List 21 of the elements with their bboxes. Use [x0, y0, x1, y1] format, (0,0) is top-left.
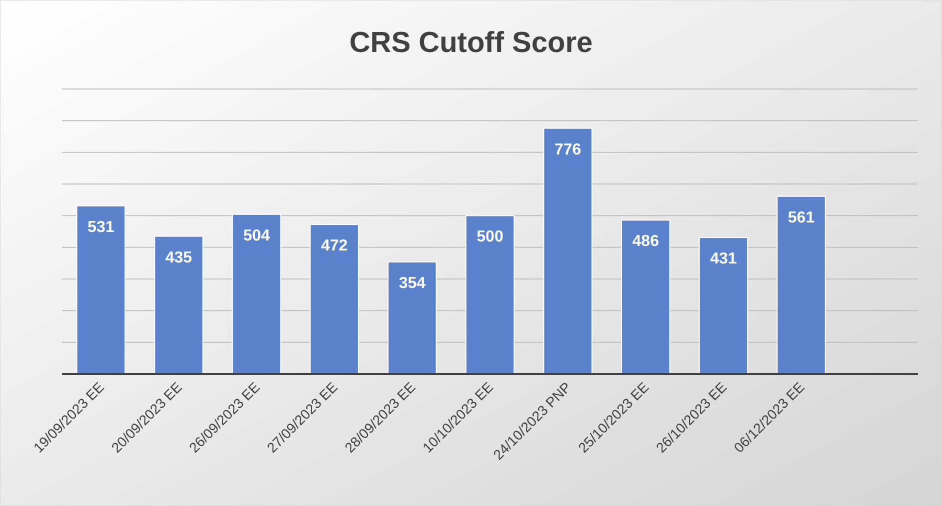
data-label: 561: [788, 209, 815, 226]
data-label: 500: [476, 228, 504, 246]
bar: [465, 215, 515, 374]
data-label: 472: [321, 238, 348, 255]
bar: [543, 128, 592, 374]
bar: [232, 214, 282, 374]
data-label: 504: [243, 227, 270, 244]
data-label: 435: [165, 249, 192, 266]
bar: [698, 237, 748, 374]
bar: [310, 224, 359, 374]
bar: [621, 220, 670, 374]
data-label: 531: [88, 218, 114, 236]
data-label: 354: [398, 274, 426, 292]
data-label: 776: [554, 141, 582, 158]
bar: [776, 196, 826, 374]
bar: [388, 261, 437, 374]
data-label: 486: [632, 233, 660, 250]
bar: [76, 205, 126, 374]
data-label: 431: [710, 250, 737, 268]
bar: [154, 236, 204, 374]
chart-title: CRS Cutoff Score: [349, 27, 593, 59]
